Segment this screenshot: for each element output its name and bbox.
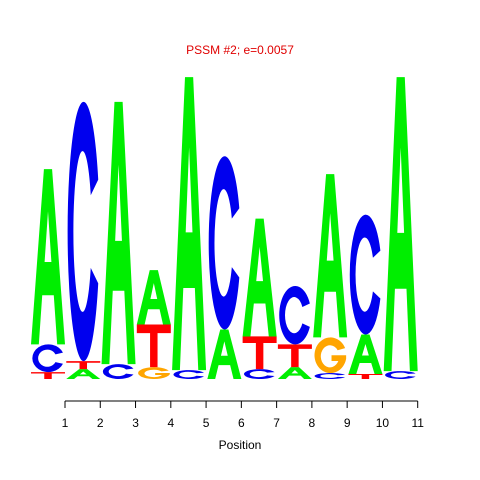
- logo-letter-a-pos-4: [136, 270, 171, 325]
- x-tick-label-7: 7: [273, 416, 280, 430]
- logo-letter-t-pos-1: [31, 372, 65, 379]
- logo-letter-a-pos-2: [66, 369, 101, 379]
- x-tick-label-10: 10: [376, 416, 390, 430]
- x-tick-label-11: 11: [411, 416, 424, 430]
- logo-letter-c-pos-7: [243, 369, 275, 379]
- logo-letter-a-pos-9: [313, 174, 348, 338]
- logo-letter-t-pos-4: [136, 324, 171, 368]
- x-tick-label-9: 9: [344, 416, 351, 430]
- x-tick-label-8: 8: [309, 416, 316, 430]
- logo-letter-a-pos-7: [242, 218, 277, 337]
- logo-letter-t-pos-2: [66, 361, 101, 370]
- x-tick-label-1: 1: [62, 416, 69, 430]
- x-axis-label: Position: [218, 438, 262, 452]
- logo-letter-a-pos-11: [383, 77, 418, 372]
- logo-letter-a-pos-6: [207, 329, 242, 379]
- logo-letter-a-pos-10: [348, 334, 383, 375]
- logo-letter-t-pos-7: [242, 336, 277, 370]
- logo-letter-a-pos-8: [277, 367, 312, 379]
- x-tick-label-6: 6: [238, 416, 245, 430]
- logo-letter-c-pos-6: [208, 156, 240, 330]
- logo-letter-a-pos-3: [101, 101, 136, 365]
- logo-letter-g-pos-4: [138, 367, 170, 380]
- logo-letter-t-pos-10: [348, 374, 383, 379]
- x-tick-label-4: 4: [167, 416, 174, 430]
- logo-letter-a-pos-5: [172, 77, 207, 371]
- logo-letter-c-pos-2: [67, 101, 99, 362]
- logo-letter-c-pos-1: [32, 344, 63, 373]
- logo-letter-t-pos-8: [277, 344, 312, 368]
- x-tick-label-3: 3: [132, 416, 139, 430]
- logo-letter-c-pos-5: [173, 370, 205, 379]
- x-tick-label-5: 5: [203, 416, 210, 430]
- logo-letter-c-pos-10: [349, 214, 381, 335]
- x-tick-label-2: 2: [97, 416, 104, 430]
- logo-letter-c-pos-3: [102, 364, 134, 379]
- chart-title: PSSM #2; e=0.0057: [186, 43, 294, 57]
- logo-letter-c-pos-8: [279, 285, 310, 345]
- logo-letter-c-pos-9: [314, 373, 346, 379]
- logo-letter-g-pos-9: [314, 337, 347, 374]
- logo-letter-c-pos-11: [385, 371, 416, 379]
- logo-letter-a-pos-1: [31, 169, 65, 345]
